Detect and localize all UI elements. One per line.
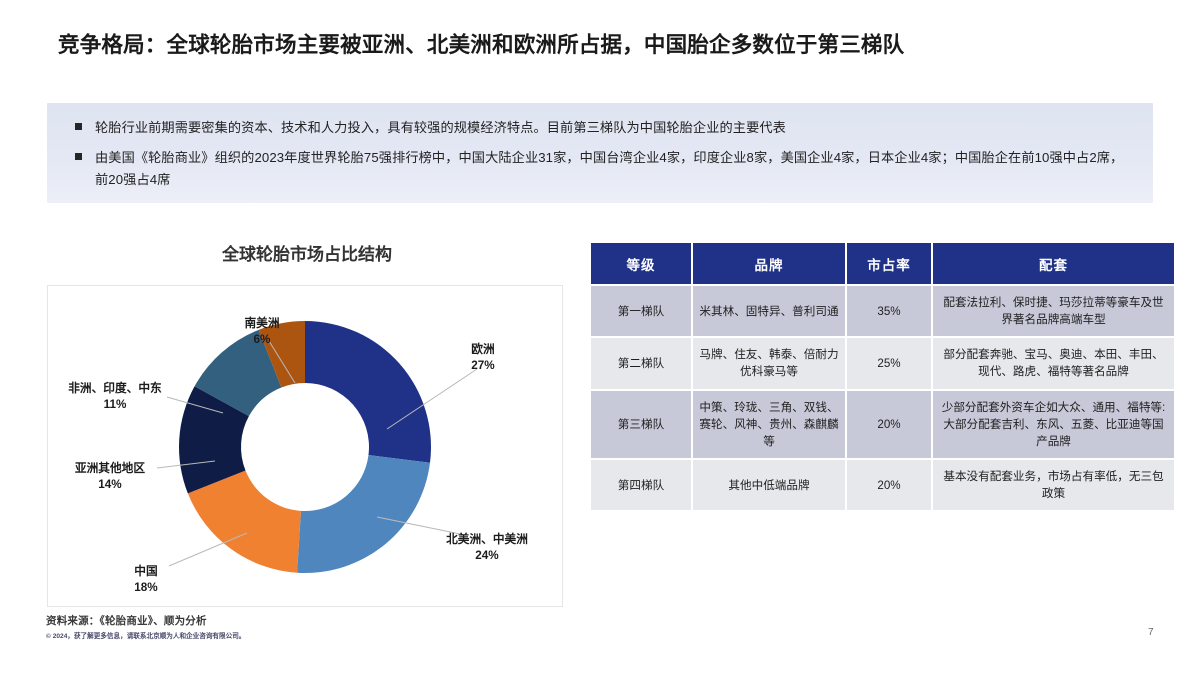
slice-label-value-0: 27% <box>471 359 495 372</box>
donut-chart-svg: 欧洲 27% 北美洲、中美洲 24% 中国 18% 亚洲其他地区 14% 非洲、印度、中东 11%… <box>68 316 528 594</box>
table-row: 第二梯队 马牌、住友、韩泰、倍耐力优科豪马等 25% 部分配套奔驰、宝马、奥迪、… <box>589 336 1176 391</box>
slice-label-name-4: 非洲、印度、中东 <box>68 381 162 395</box>
chart-title: 全球轮胎市场占比结构 <box>222 245 392 264</box>
leader-line-5 <box>268 340 296 384</box>
bullet-text: 由美国《轮胎商业》组织的2023年度世界轮胎75强排行榜中，中国大陆企业31家，… <box>95 150 1124 187</box>
cell-brand: 中策、玲珑、三角、双钱、赛轮、风神、贵州、森麒麟等 <box>691 388 847 461</box>
cell-oem: 部分配套奔驰、宝马、奥迪、本田、丰田、现代、路虎、福特等著名品牌 <box>931 336 1176 391</box>
donut-slice-1 <box>297 455 431 573</box>
cell-brand: 马牌、住友、韩泰、倍耐力优科豪马等 <box>691 336 847 391</box>
slice-label-name-1: 北美洲、中美洲 <box>446 532 528 546</box>
donut-chart: 欧洲 27% 北美洲、中美洲 24% 中国 18% 亚洲其他地区 14% 非洲、印度、中东 11%… <box>47 285 563 607</box>
slice-label-value-2: 18% <box>134 581 158 594</box>
cell-tier: 第一梯队 <box>589 283 693 339</box>
slice-label-name-0: 欧洲 <box>471 342 494 356</box>
leader-line-4 <box>166 396 224 414</box>
cell-brand: 米其林、固特异、普利司通 <box>691 283 847 339</box>
column-header-tier: 等级 <box>589 241 693 286</box>
page-title: 竞争格局：全球轮胎市场主要被亚洲、北美洲和欧洲所占据，中国胎企多数位于第三梯队 <box>58 33 905 57</box>
table-row: 第三梯队 中策、玲珑、三角、双钱、赛轮、风神、贵州、森麒麟等 20% 少部分配套… <box>589 388 1176 461</box>
donut-slice-0 <box>305 321 431 463</box>
slice-label-value-5: 6% <box>254 333 272 346</box>
slice-label-value-3: 14% <box>98 478 122 491</box>
bullet-item: 由美国《轮胎商业》组织的2023年度世界轮胎75强排行榜中，中国大陆企业31家，… <box>69 147 1131 190</box>
table-header-row: 等级 品牌 市占率 配套 <box>589 241 1176 286</box>
cell-share: 35% <box>845 283 933 339</box>
donut-slice-4 <box>194 329 282 417</box>
page-number: 7 <box>1148 627 1154 638</box>
source-note: 资料来源：《轮胎商业》、顺为分析 <box>46 615 207 627</box>
square-bullet-icon <box>75 153 82 161</box>
donut-slice-2 <box>187 470 301 573</box>
cell-oem: 少部分配套外资车企如大众、通用、福特等:大部分配套吉利、东风、五菱、比亚迪等国产… <box>931 388 1176 461</box>
leader-line-2 <box>168 532 248 567</box>
cell-tier: 第二梯队 <box>589 336 693 391</box>
cell-tier: 第四梯队 <box>589 458 693 513</box>
bullet-text: 轮胎行业前期需要密集的资本、技术和人力投入，具有较强的规模经济特点。目前第三梯队… <box>95 120 786 135</box>
leader-line-3 <box>156 460 216 469</box>
cell-oem: 基本没有配套业务，市场占有率低，无三包政策 <box>931 458 1176 513</box>
square-bullet-icon <box>75 123 82 130</box>
slice-label-value-1: 24% <box>475 549 499 562</box>
cell-tier: 第三梯队 <box>589 388 693 461</box>
tier-table: 等级 品牌 市占率 配套 第一梯队 米其林、固特异、普利司通 35% 配套法拉利… <box>589 241 1176 513</box>
leader-line-0 <box>386 368 478 430</box>
summary-banner: 轮胎行业前期需要密集的资本、技术和人力投入，具有较强的规模经济特点。目前第三梯队… <box>47 103 1153 203</box>
donut-slice-3 <box>178 386 249 494</box>
slice-label-name-2: 中国 <box>134 564 157 578</box>
cell-oem: 配套法拉利、保时捷、玛莎拉蒂等豪车及世界著名品牌高端车型 <box>931 283 1176 339</box>
table-row: 第一梯队 米其林、固特异、普利司通 35% 配套法拉利、保时捷、玛莎拉蒂等豪车及… <box>589 283 1176 339</box>
column-header-oem: 配套 <box>931 241 1176 286</box>
cell-share: 20% <box>845 458 933 513</box>
slice-label-value-4: 11% <box>104 398 127 411</box>
bullet-item: 轮胎行业前期需要密集的资本、技术和人力投入，具有较强的规模经济特点。目前第三梯队… <box>69 117 1131 138</box>
copyright-note: © 2024，获了解更多信息，请联系北京顺为人和企业咨询有限公司。 <box>46 633 246 640</box>
slice-label-name-5: 南美洲 <box>244 316 279 330</box>
cell-brand: 其他中低端品牌 <box>691 458 847 513</box>
cell-share: 20% <box>845 388 933 461</box>
donut-slice-5 <box>258 321 305 388</box>
column-header-share: 市占率 <box>845 241 933 286</box>
cell-share: 25% <box>845 336 933 391</box>
column-header-brand: 品牌 <box>691 241 847 286</box>
slice-label-name-3: 亚洲其他地区 <box>75 461 145 475</box>
table-row: 第四梯队 其他中低端品牌 20% 基本没有配套业务，市场占有率低，无三包政策 <box>589 458 1176 513</box>
leader-line-1 <box>376 516 466 536</box>
